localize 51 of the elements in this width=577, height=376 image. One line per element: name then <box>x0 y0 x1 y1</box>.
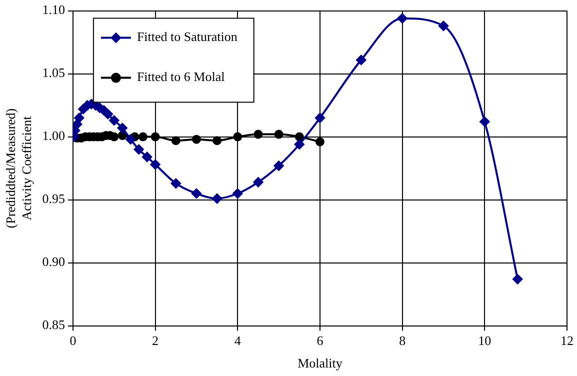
x-tick-label: 8 <box>399 333 406 348</box>
point <box>512 274 523 284</box>
point <box>314 112 325 123</box>
point <box>233 132 242 142</box>
point <box>134 144 144 154</box>
legend-label: Fitted to Saturation <box>136 29 238 44</box>
point <box>438 20 448 31</box>
point <box>397 13 408 24</box>
point <box>480 116 490 127</box>
point <box>72 119 82 130</box>
point <box>102 109 113 120</box>
point <box>126 134 136 144</box>
x-tick-label: 10 <box>478 333 492 348</box>
x-tick-label: 12 <box>560 333 574 348</box>
y-tick-label: 0.85 <box>42 317 65 332</box>
point <box>253 177 264 188</box>
y-tick-label: 1.05 <box>42 65 65 80</box>
point <box>294 132 304 142</box>
point <box>315 137 324 146</box>
x-axis-title: Molality <box>298 356 343 371</box>
y-tick-label: 0.90 <box>42 254 65 270</box>
point <box>110 132 119 142</box>
point <box>212 136 222 146</box>
point <box>118 131 127 140</box>
x-tick-label: 4 <box>234 333 242 348</box>
point <box>171 136 180 146</box>
y-tick-label: 1.10 <box>42 2 65 18</box>
point <box>274 130 284 139</box>
point <box>356 54 366 65</box>
x-tick-label: 2 <box>152 333 159 348</box>
legend-label: Fitted to 6 Molal <box>136 69 226 84</box>
point <box>150 132 160 142</box>
point <box>170 178 181 188</box>
y-axis-title: (Prediddted/Measured) Activity Coefficient <box>3 108 34 228</box>
y-tick-label: 1.00 <box>42 128 65 144</box>
point <box>192 134 201 144</box>
point <box>212 194 222 204</box>
x-tick-label: 0 <box>70 333 76 348</box>
y-tick-label: 0.95 <box>42 191 65 206</box>
point <box>109 115 120 126</box>
point <box>142 152 152 162</box>
point <box>232 188 243 198</box>
point <box>138 132 148 142</box>
point <box>274 160 284 171</box>
point <box>74 112 84 123</box>
point <box>117 122 128 133</box>
point <box>150 160 160 170</box>
x-tick-label: 6 <box>316 333 324 348</box>
point <box>254 130 263 139</box>
point <box>191 188 202 198</box>
point <box>294 139 304 150</box>
